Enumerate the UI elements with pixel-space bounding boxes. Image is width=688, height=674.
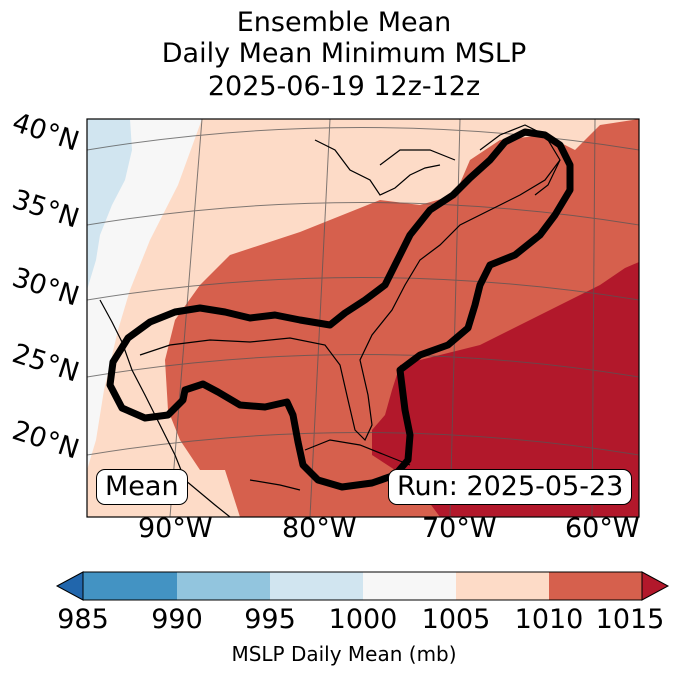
colorbar-extend-high <box>641 571 670 601</box>
coastlines <box>99 124 561 517</box>
lon-label-80w: 80°W <box>282 513 357 544</box>
colorbar <box>55 571 670 601</box>
colorbar-tick-1010: 1010 <box>514 604 584 635</box>
colorbar-tick-995: 995 <box>244 604 296 635</box>
outlined-region-contour <box>106 128 574 491</box>
colorbar-extend-low <box>55 571 84 601</box>
lon-label-70w: 70°W <box>422 513 497 544</box>
colorbar-tick-1000: 1000 <box>328 604 398 635</box>
colorbar-tick-990: 990 <box>151 604 203 635</box>
colorbar-band-1005-1010 <box>456 572 549 600</box>
colorbar-band-990-995 <box>177 572 270 600</box>
lon-label-90w: 90°W <box>138 513 213 544</box>
map-frame <box>86 118 640 518</box>
lon-label-60w: 60°W <box>565 513 640 544</box>
colorbar-band-995-1000 <box>270 572 363 600</box>
colorbar-band-1010-1015 <box>549 572 642 600</box>
colorbar-band-1000-1005 <box>363 572 456 600</box>
colorbar-band-985-990 <box>83 572 177 600</box>
title-line-1: Ensemble Mean <box>236 7 452 38</box>
mean-label-box: Mean <box>96 469 188 505</box>
field-band-above-1015 <box>372 262 639 517</box>
title-line-3: 2025-06-19 12z-12z <box>207 71 481 102</box>
colorbar-tick-985: 985 <box>57 604 109 635</box>
graticule <box>87 119 639 517</box>
run-label-box: Run: 2025-05-23 <box>388 469 633 505</box>
colorbar-tick-1015: 1015 <box>595 604 665 635</box>
colorbar-tick-1005: 1005 <box>421 604 491 635</box>
colorbar-label: MSLP Daily Mean (mb) <box>231 642 457 666</box>
title-line-2: Daily Mean Minimum MSLP <box>161 38 527 69</box>
